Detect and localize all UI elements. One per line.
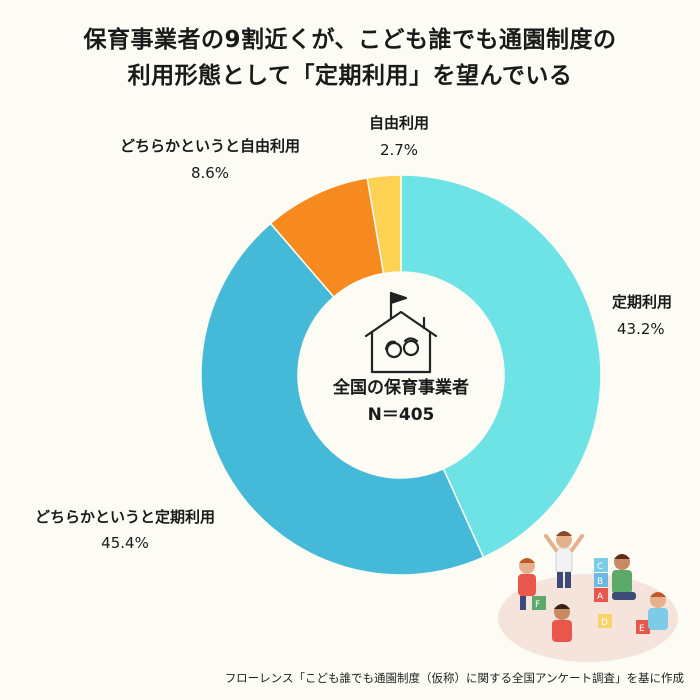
svg-text:D: D [601,618,608,628]
donut-slice-1 [200,222,485,576]
kids-playing-illustration: C B A D F E [498,531,678,662]
svg-text:A: A [597,592,604,602]
donut-hole [298,272,504,478]
svg-text:B: B [597,577,603,587]
svg-text:E: E [639,624,645,634]
chart-title-line2: 利用形態として「定期利用」を望んでいる [127,63,573,89]
svg-text:C: C [597,562,603,572]
chart-title: 保育事業者の9割近くが、こども誰でも通園制度の 利用形態として「定期利用」を望ん… [0,22,700,94]
value-dochira-jiyu: 8.6% [191,164,229,182]
value-jiyu: 2.7% [380,141,418,159]
center-label-line2: N＝405 [368,405,435,425]
label-teiki: 定期利用 [612,293,672,311]
label-dochira-jiyu: どちらかというと自由利用 [120,137,300,155]
svg-text:F: F [535,600,540,610]
label-jiyu: 自由利用 [369,114,429,132]
value-teiki: 43.2% [617,320,665,338]
source-note: フローレンス「こども誰でも通園制度（仮称）に関する全国アンケート調査」を基に作成 [224,671,684,685]
house-children-icon [364,291,438,374]
value-dochira-teiki: 45.4% [101,534,149,552]
center-label-line1: 全国の保育事業者 [332,377,469,398]
label-dochira-teiki: どちらかというと定期利用 [35,508,215,526]
chart-title-line1: 保育事業者の9割近くが、こども誰でも通園制度の [83,27,617,53]
donut-slices [200,174,602,576]
